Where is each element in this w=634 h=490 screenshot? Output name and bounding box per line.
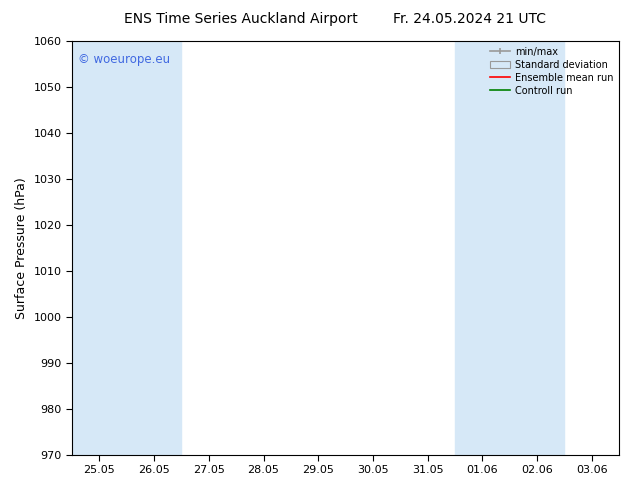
Bar — [127, 41, 181, 455]
Text: Fr. 24.05.2024 21 UTC: Fr. 24.05.2024 21 UTC — [392, 12, 546, 26]
Text: ENS Time Series Auckland Airport: ENS Time Series Auckland Airport — [124, 12, 358, 26]
Text: © woeurope.eu: © woeurope.eu — [77, 53, 170, 67]
Bar — [72, 41, 127, 455]
Y-axis label: Surface Pressure (hPa): Surface Pressure (hPa) — [15, 177, 28, 318]
Bar — [510, 41, 564, 455]
Legend: min/max, Standard deviation, Ensemble mean run, Controll run: min/max, Standard deviation, Ensemble me… — [486, 43, 617, 99]
Bar — [455, 41, 510, 455]
